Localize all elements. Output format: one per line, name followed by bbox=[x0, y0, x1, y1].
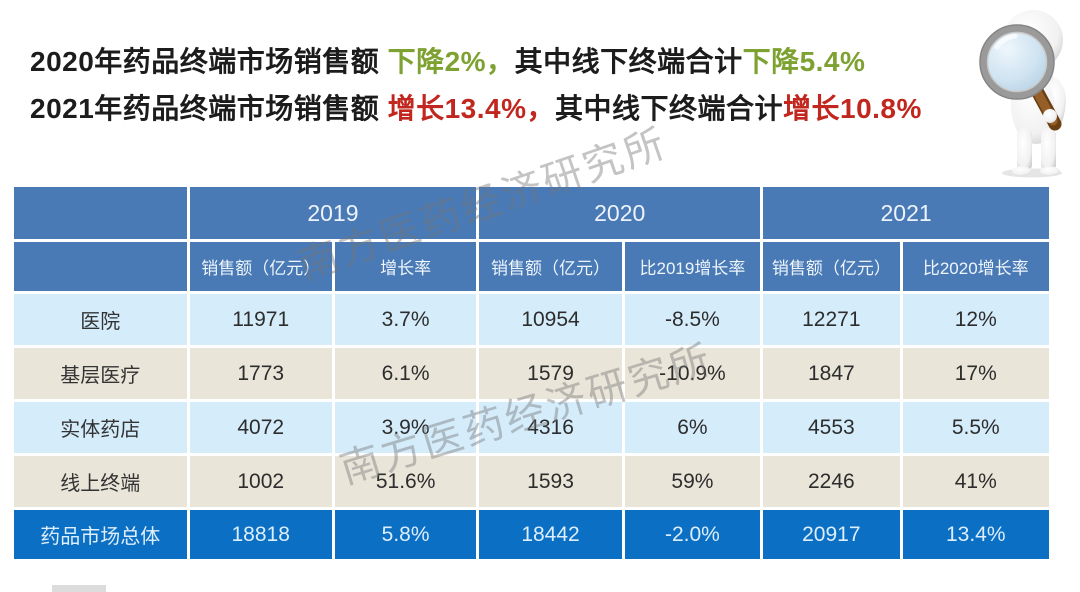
table-cell: 1579 bbox=[479, 348, 622, 399]
title-2021-middle: 其中线下终端合计 bbox=[554, 93, 783, 124]
table-cell: 59% bbox=[624, 456, 761, 507]
table-cell: 6% bbox=[624, 402, 761, 453]
title-2020-prefix: 2020年药品终端市场销售额 bbox=[30, 46, 388, 77]
row-label: 医院 bbox=[14, 294, 187, 345]
subheader-2020-growth: 比2019增长率 bbox=[624, 242, 761, 291]
table-cell: 5.5% bbox=[902, 402, 1049, 453]
table-cell: 5.8% bbox=[334, 510, 477, 559]
magnifier-man-icon bbox=[970, 2, 1072, 178]
table-cell: 1593 bbox=[479, 456, 622, 507]
table-cell: 12% bbox=[902, 294, 1049, 345]
table-row-online-terminal: 线上终端 1002 51.6% 1593 59% 2246 41% bbox=[14, 456, 1049, 507]
row-label: 实体药店 bbox=[14, 402, 187, 453]
table-cell: -2.0% bbox=[624, 510, 761, 559]
title-2020-decline-pct: 下降2%， bbox=[387, 46, 515, 77]
sub-header-row: 销售额（亿元） 增长率 销售额（亿元） 比2019增长率 销售额（亿元） 比20… bbox=[14, 242, 1049, 291]
table-cell: 20917 bbox=[763, 510, 900, 559]
table-row-hospital: 医院 11971 3.7% 10954 -8.5% 12271 12% bbox=[14, 294, 1049, 345]
subheader-2019-growth: 增长率 bbox=[334, 242, 477, 291]
row-label: 基层医疗 bbox=[14, 348, 187, 399]
title-2021-offline-growth-pct: 增长10.8% bbox=[783, 93, 922, 124]
title-2021-prefix: 2021年药品终端市场销售额 bbox=[30, 93, 388, 124]
table-cell: 4553 bbox=[763, 402, 900, 453]
table-cell: 1847 bbox=[763, 348, 900, 399]
title-line-2020: 2020年药品终端市场销售额 下降2%，其中线下终端合计下降5.4% bbox=[30, 38, 922, 85]
drug-terminal-market-table: 2019 2020 2021 销售额（亿元） 增长率 销售额（亿元） 比2019… bbox=[11, 184, 1052, 562]
table-cell: 18818 bbox=[189, 510, 332, 559]
table-cell: 2246 bbox=[763, 456, 900, 507]
year-header-2019: 2019 bbox=[189, 187, 477, 239]
table-cell: 6.1% bbox=[334, 348, 477, 399]
table-cell: 4316 bbox=[479, 402, 622, 453]
table-cell: -10.9% bbox=[624, 348, 761, 399]
subheader-2021-sales: 销售额（亿元） bbox=[763, 242, 900, 291]
title-2020-middle: 其中线下终端合计 bbox=[514, 46, 743, 77]
table-cell: 1002 bbox=[189, 456, 332, 507]
table-cell: 41% bbox=[902, 456, 1049, 507]
table-row-primary-care: 基层医疗 1773 6.1% 1579 -10.9% 1847 17% bbox=[14, 348, 1049, 399]
table-cell: 10954 bbox=[479, 294, 622, 345]
title-2020-offline-decline-pct: 下降5.4% bbox=[742, 46, 866, 77]
table-cell: 3.7% bbox=[334, 294, 477, 345]
table-row-market-total: 药品市场总体 18818 5.8% 18442 -2.0% 20917 13.4… bbox=[14, 510, 1049, 559]
year-header-2021: 2021 bbox=[763, 187, 1049, 239]
subheader-2021-growth: 比2020增长率 bbox=[902, 242, 1049, 291]
table-cell: 3.9% bbox=[334, 402, 477, 453]
row-label: 药品市场总体 bbox=[14, 510, 187, 559]
table-row-physical-pharmacy: 实体药店 4072 3.9% 4316 6% 4553 5.5% bbox=[14, 402, 1049, 453]
table-cell: 18442 bbox=[479, 510, 622, 559]
table-cell: 51.6% bbox=[334, 456, 477, 507]
cropped-artifact bbox=[52, 585, 106, 592]
year-header-row: 2019 2020 2021 bbox=[14, 187, 1049, 239]
title-2021-growth-pct: 增长13.4%， bbox=[387, 93, 555, 124]
subheader-2020-sales: 销售额（亿元） bbox=[479, 242, 622, 291]
table-cell: 17% bbox=[902, 348, 1049, 399]
blank-header-cell bbox=[14, 187, 187, 239]
table-cell: 1773 bbox=[189, 348, 332, 399]
table-cell: 11971 bbox=[189, 294, 332, 345]
subheader-2019-sales: 销售额（亿元） bbox=[189, 242, 332, 291]
row-label: 线上终端 bbox=[14, 456, 187, 507]
table-cell: 13.4% bbox=[902, 510, 1049, 559]
title-line-2021: 2021年药品终端市场销售额 增长13.4%，其中线下终端合计增长10.8% bbox=[30, 85, 922, 132]
table-cell: -8.5% bbox=[624, 294, 761, 345]
blank-header-cell bbox=[14, 242, 187, 291]
table-cell: 12271 bbox=[763, 294, 900, 345]
year-header-2020: 2020 bbox=[479, 187, 761, 239]
table-cell: 4072 bbox=[189, 402, 332, 453]
title-block: 2020年药品终端市场销售额 下降2%，其中线下终端合计下降5.4% 2021年… bbox=[30, 38, 922, 132]
